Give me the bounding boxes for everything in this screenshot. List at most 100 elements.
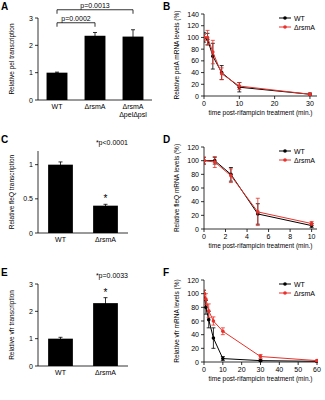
bar xyxy=(47,73,68,100)
error-bar-cap xyxy=(204,314,208,315)
bar xyxy=(93,206,118,233)
y-tick-label: 0 xyxy=(29,363,33,370)
y-tick-label: 3 xyxy=(29,15,33,22)
annotation: *p=0.0033 xyxy=(96,272,128,280)
y-tick-label: 0 xyxy=(195,226,199,233)
x-tick-label: 10 xyxy=(308,233,316,240)
x-axis xyxy=(204,229,317,230)
error-bar-cap xyxy=(211,325,215,326)
error-bar xyxy=(221,328,225,335)
x-tick-label: WT xyxy=(52,103,64,110)
legend-marker xyxy=(283,25,287,29)
error-bar xyxy=(204,157,206,164)
error-bar xyxy=(308,93,312,95)
data-point xyxy=(238,84,242,88)
error-bar xyxy=(104,298,108,309)
plot-area xyxy=(204,290,318,363)
error-bar-cap xyxy=(59,161,63,162)
y-tick-label: 40 xyxy=(191,331,199,338)
error-bar xyxy=(59,162,63,167)
y-tick-label: 80 xyxy=(191,171,199,178)
legend: WTΔrsmA xyxy=(279,281,315,297)
x-tick xyxy=(222,362,223,365)
x-tick xyxy=(247,229,248,232)
y-tick-label: 60 xyxy=(191,185,199,192)
y-axis xyxy=(204,14,205,96)
y-axis-label: Relative pelA mRNA levels (%) xyxy=(173,11,181,100)
y-tick-label: 0 xyxy=(195,93,199,100)
error-bar xyxy=(308,93,312,95)
error-bar xyxy=(206,30,210,44)
error-bar-cap xyxy=(220,65,224,66)
y-tick-label: 0.5 xyxy=(23,195,33,202)
bar xyxy=(123,37,144,100)
bar xyxy=(85,36,106,100)
plot-area xyxy=(47,30,144,100)
y-tick-label: 2 xyxy=(29,308,33,315)
error-bar-cap xyxy=(55,73,59,74)
data-point xyxy=(259,355,263,359)
error-bar-cap xyxy=(229,168,233,169)
error-bar-cap xyxy=(131,29,135,30)
error-bar xyxy=(204,157,206,164)
panel-label: C xyxy=(1,134,8,145)
bar xyxy=(48,165,73,233)
x-tick xyxy=(241,362,242,365)
error-bar xyxy=(229,169,233,183)
x-tick-label: 60 xyxy=(313,366,321,373)
error-bar-cap xyxy=(204,42,206,43)
x-tick-label: 40 xyxy=(275,366,283,373)
significance-star: * xyxy=(104,193,108,204)
y-tick-label: 80 xyxy=(191,304,199,311)
x-tick xyxy=(298,362,299,365)
legend-marker xyxy=(283,158,287,162)
label-line: ΔpelΔpsl xyxy=(119,111,147,119)
data-point xyxy=(220,72,224,76)
x-tick-label: 8 xyxy=(288,233,292,240)
error-bar xyxy=(220,68,224,80)
x-tick xyxy=(268,229,269,232)
y-tick-label: 20 xyxy=(191,81,199,88)
error-bar-cap xyxy=(237,91,241,92)
y-tick xyxy=(201,84,204,85)
y-tick-label: 100 xyxy=(187,157,199,164)
data-point xyxy=(207,318,211,322)
y-tick-label: 60 xyxy=(191,318,199,325)
x-tick-label: 0 xyxy=(202,100,206,107)
label-line: WT xyxy=(55,369,67,376)
x-tick xyxy=(204,362,205,365)
error-bar-cap xyxy=(204,34,206,35)
y-tick-label: 120 xyxy=(187,277,199,284)
data-point xyxy=(212,336,216,340)
error-bar-cap xyxy=(93,39,97,40)
y-tick xyxy=(201,334,204,335)
y-tick-label: 1 xyxy=(29,69,33,76)
y-axis-label: Relative fleQ mRNA levels (%) xyxy=(173,144,181,232)
y-tick xyxy=(35,233,38,234)
error-bar xyxy=(204,35,206,41)
y-tick-label: 0 xyxy=(195,359,199,366)
y-axis xyxy=(38,18,39,100)
x-tick xyxy=(279,362,280,365)
data-point xyxy=(204,159,206,163)
error-bar-cap xyxy=(211,40,215,41)
y-axis-label: Relative vfr transcription xyxy=(8,290,16,360)
error-bar xyxy=(207,304,211,318)
x-tick-label: ΔrsmAΔpelΔpsl xyxy=(119,103,147,119)
x-tick-label: 6 xyxy=(267,233,271,240)
error-bar-stem xyxy=(60,162,61,167)
y-tick-label: 2 xyxy=(29,42,33,49)
legend-label: WT xyxy=(294,148,306,155)
error-bar-cap xyxy=(59,340,63,341)
legend-label: ΔrsmA xyxy=(294,290,315,297)
y-tick xyxy=(201,14,204,15)
data-point xyxy=(308,92,312,96)
x-tick-label: 10 xyxy=(235,100,243,107)
error-bar xyxy=(220,66,224,80)
error-bar-cap xyxy=(206,44,210,45)
x-tick xyxy=(239,96,240,99)
y-tick-label: 1 xyxy=(29,161,33,168)
error-bar-cap xyxy=(204,157,206,158)
legend: WTΔrsmA xyxy=(279,148,315,164)
x-tick-label: WT xyxy=(55,369,67,376)
